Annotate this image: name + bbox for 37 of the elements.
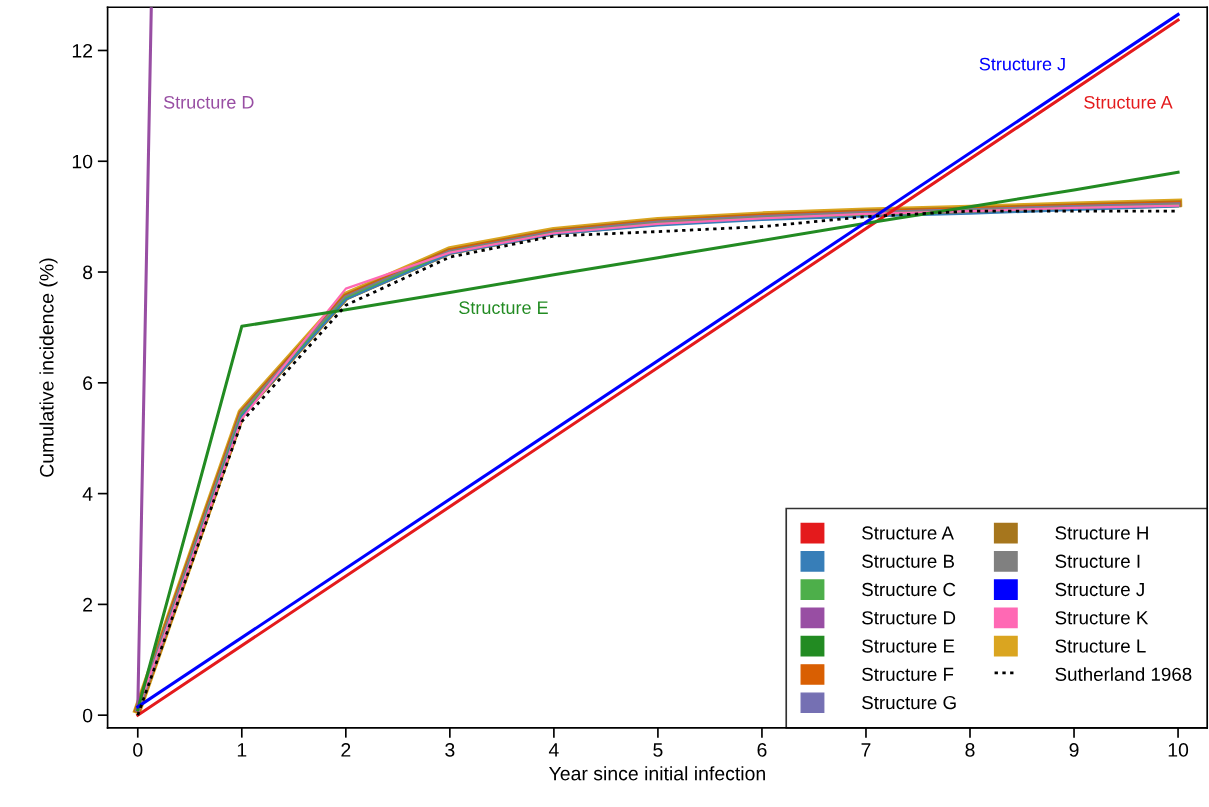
legend-label: Structure H <box>1055 526 1148 540</box>
x-tick-label: 0 <box>133 743 143 757</box>
annotation: Structure E <box>459 301 548 315</box>
x-tick-label: 5 <box>653 743 663 757</box>
legend-label: Structure K <box>1055 611 1149 625</box>
legend-label: Structure D <box>862 611 956 625</box>
annotation: Structure J <box>979 57 1065 71</box>
legend-label: Structure B <box>862 554 955 568</box>
x-tick-label: 2 <box>341 743 351 757</box>
y-tick-label: 12 <box>72 43 93 58</box>
x-tick-label: 4 <box>548 743 559 757</box>
x-tick-label: 10 <box>1168 743 1189 757</box>
x-tick-label: 9 <box>1069 743 1079 757</box>
legend-label: Structure F <box>862 667 954 681</box>
y-tick-label: 10 <box>72 154 93 169</box>
y-tick-label: 4 <box>82 487 93 501</box>
y-tick-label: 6 <box>83 376 93 391</box>
y-tick-label: 8 <box>83 265 93 280</box>
y-axis-title: Cumulative incidence (%) <box>39 258 58 477</box>
x-tick-label: 8 <box>965 743 975 757</box>
x-tick-label: 6 <box>757 743 767 757</box>
legend-label: Structure L <box>1055 639 1146 653</box>
legend-label: Structure I <box>1055 554 1140 568</box>
x-axis-title: Year since initial infection <box>549 766 765 781</box>
legend-label: Sutherland 1968 <box>1055 667 1192 681</box>
y-tick-label: 0 <box>82 708 93 723</box>
legend-label: Structure J <box>1055 582 1144 597</box>
legend-label: Structure C <box>862 582 956 597</box>
legend-label: Structure E <box>862 639 955 653</box>
annotation: Structure A <box>1084 95 1173 109</box>
x-tick-label: 1 <box>237 743 247 757</box>
x-tick-label: 3 <box>445 743 455 757</box>
x-tick-label: 7 <box>861 743 871 757</box>
legend-label: Structure A <box>862 526 954 540</box>
y-tick-label: 2 <box>83 597 93 612</box>
annotation: Structure D <box>163 95 254 109</box>
legend-label: Structure G <box>862 695 956 710</box>
